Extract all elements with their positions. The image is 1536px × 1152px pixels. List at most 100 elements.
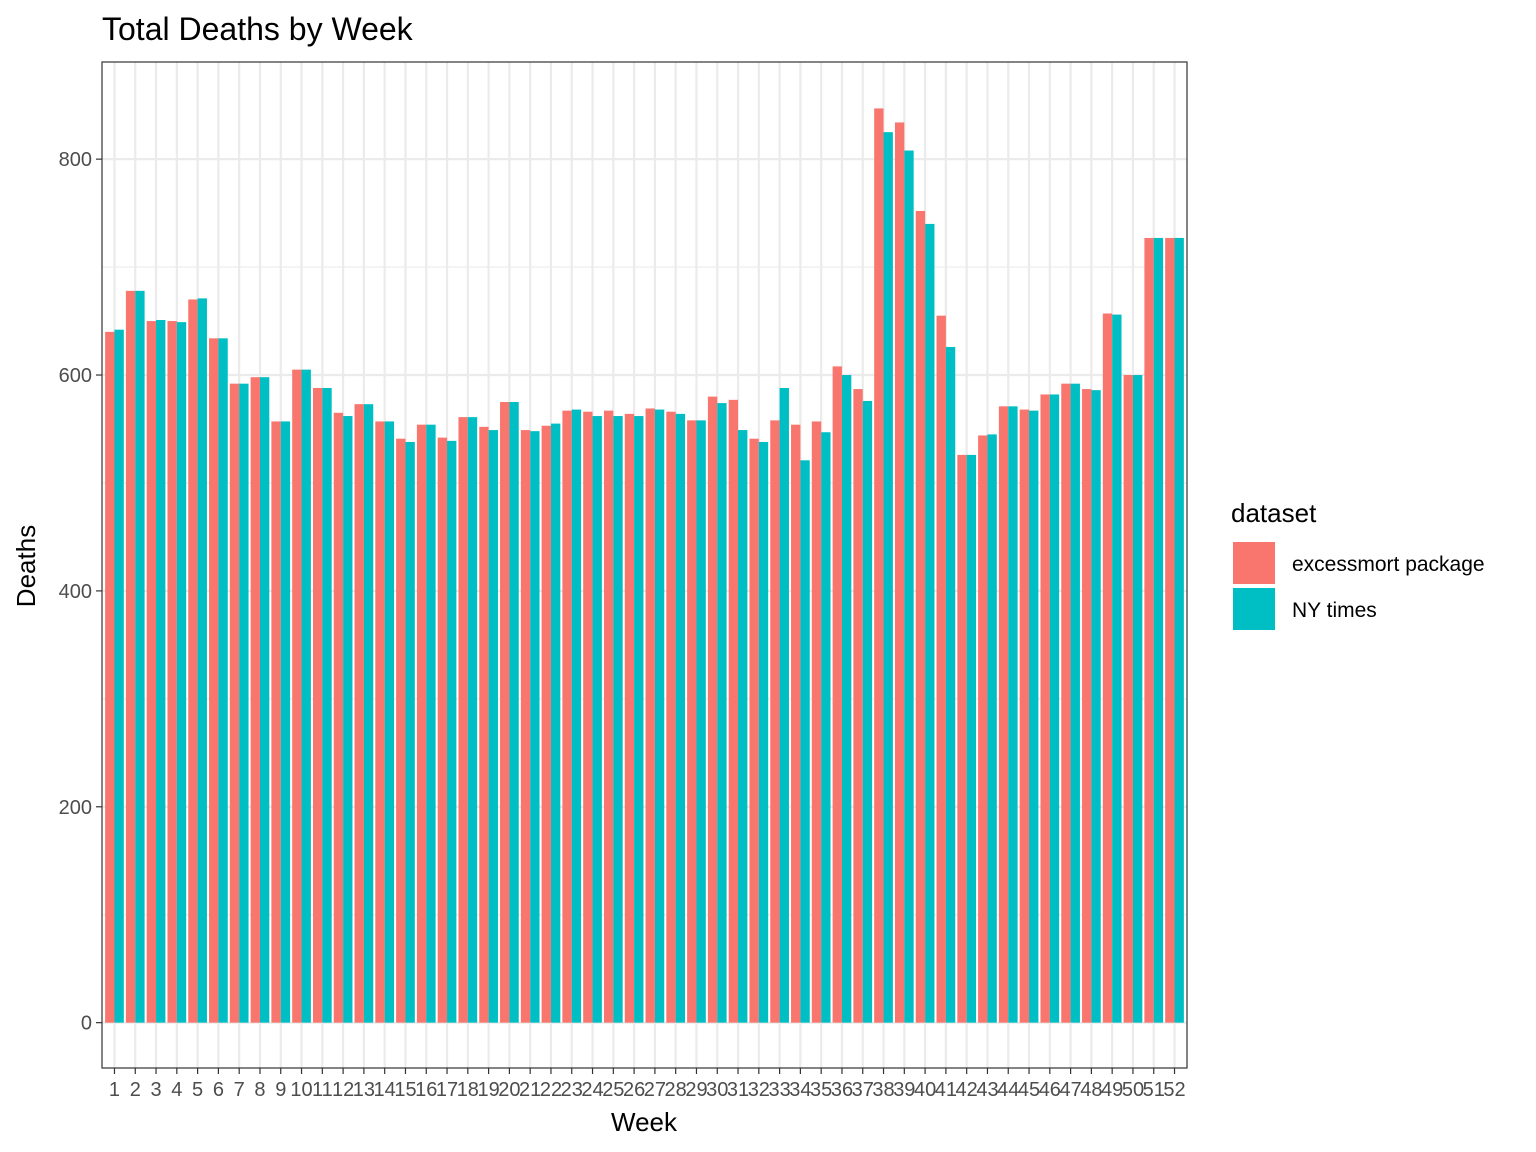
x-tick-label: 45: [1018, 1079, 1040, 1101]
bar-series-2-week-18: [467, 417, 478, 1023]
bar-series-2-week-20: [509, 402, 519, 1023]
bar-series-2-week-42: [966, 454, 977, 1023]
x-tick-label: 2: [130, 1079, 141, 1101]
bar-series-2-week-17: [447, 440, 457, 1023]
bar-series-1-week-37: [853, 389, 863, 1023]
bar-series-2-week-40: [925, 223, 935, 1023]
x-tick-label: 29: [685, 1079, 707, 1101]
x-tick-label: 5: [192, 1079, 203, 1101]
bar-series-1-week-34: [791, 424, 801, 1023]
bar-series-1-week-19: [479, 426, 489, 1023]
x-tick-label: 43: [976, 1079, 998, 1101]
x-tick-label: 14: [374, 1079, 396, 1101]
bar-series-1-week-45: [1019, 409, 1030, 1023]
x-tick-label: 37: [852, 1079, 874, 1101]
bar-series-2-week-7: [239, 383, 249, 1023]
y-tick-label: 400: [59, 581, 92, 603]
bar-series-1-week-43: [978, 435, 988, 1023]
x-tick-label: 26: [623, 1079, 645, 1101]
bar-series-1-week-18: [458, 417, 468, 1023]
y-tick-label: 800: [59, 149, 92, 171]
bar-series-2-week-31: [738, 430, 748, 1023]
bar-series-2-week-51: [1153, 237, 1164, 1023]
x-tick-label: 23: [561, 1079, 583, 1101]
x-tick-label: 19: [477, 1079, 499, 1101]
x-tick-label: 34: [789, 1079, 811, 1101]
bar-series-2-week-45: [1029, 410, 1039, 1023]
bar-series-1-week-39: [894, 122, 905, 1023]
x-tick-label: 18: [457, 1079, 479, 1101]
x-tick-label: 12: [332, 1079, 354, 1101]
bar-series-2-week-1: [114, 329, 124, 1023]
bar-series-2-week-9: [280, 421, 291, 1023]
bar-series-1-week-49: [1102, 313, 1113, 1023]
x-axis-title: Week: [611, 1107, 678, 1137]
bar-series-1-week-10: [292, 369, 302, 1023]
bar-series-2-week-2: [135, 290, 145, 1023]
panel-border: [101, 61, 1188, 1069]
bar-series-2-week-27: [654, 409, 665, 1023]
bar-series-1-week-5: [188, 299, 198, 1023]
bar-series-2-week-10: [301, 369, 311, 1023]
legend-label-1: excessmort package: [1292, 553, 1485, 576]
bar-series-1-week-28: [666, 411, 676, 1023]
chart-title: Total Deaths by Week: [102, 11, 414, 47]
bar-series-1-week-6: [209, 338, 219, 1023]
x-tick-label: 7: [234, 1079, 245, 1101]
bar-series-1-week-22: [541, 425, 551, 1023]
bar-series-2-week-36: [841, 375, 852, 1023]
x-tick-label: 9: [275, 1079, 286, 1101]
bar-series-1-week-46: [1040, 394, 1050, 1023]
y-axis-title: Deaths: [11, 525, 41, 607]
bar-series-2-week-35: [821, 432, 831, 1023]
x-tick-label: 22: [540, 1079, 562, 1101]
bar-series-2-week-52: [1174, 237, 1184, 1023]
x-tick-label: 11: [312, 1079, 333, 1101]
x-tick-label: 4: [171, 1079, 182, 1101]
bar-series-1-week-16: [416, 424, 427, 1023]
legend-key-1: [1233, 542, 1275, 584]
x-tick-label: 42: [956, 1079, 978, 1101]
bar-series-2-week-46: [1049, 394, 1060, 1023]
y-tick-label: 0: [81, 1013, 92, 1035]
bar-series-1-week-42: [957, 454, 967, 1023]
bar-series-1-week-35: [811, 421, 822, 1023]
x-tick-label: 13: [353, 1079, 375, 1101]
bar-series-1-week-17: [437, 437, 448, 1023]
bar-series-2-week-49: [1112, 314, 1122, 1023]
bar-series-1-week-12: [333, 412, 344, 1023]
bar-series-1-week-1: [105, 331, 115, 1023]
bar-series-1-week-13: [354, 404, 364, 1023]
x-tick-label: 17: [436, 1079, 458, 1101]
bar-series-1-week-30: [707, 396, 718, 1023]
bar-series-2-week-33: [779, 387, 789, 1023]
bar-series-2-week-34: [800, 460, 810, 1023]
bar-series-1-week-21: [520, 430, 531, 1023]
y-tick-label: 200: [59, 797, 92, 819]
bar-series-2-week-11: [322, 387, 332, 1023]
x-tick-label: 28: [665, 1079, 687, 1101]
bar-series-1-week-14: [375, 421, 385, 1023]
bar-series-2-week-6: [218, 338, 228, 1023]
bar-series-1-week-23: [562, 410, 572, 1023]
x-tick-label: 52: [1163, 1079, 1185, 1101]
bar-series-1-week-4: [167, 321, 177, 1023]
legend-key-2: [1233, 588, 1275, 630]
bar-series-1-week-41: [936, 315, 946, 1023]
bar-series-1-week-26: [624, 413, 635, 1023]
x-tick-label: 33: [768, 1079, 790, 1101]
bar-series-2-week-26: [634, 416, 644, 1023]
bar-series-1-week-36: [832, 366, 842, 1023]
x-tick-label: 50: [1122, 1079, 1144, 1101]
bar-series-1-week-33: [770, 420, 780, 1023]
bar-series-2-week-4: [176, 322, 187, 1023]
x-tick-label: 47: [1059, 1079, 1081, 1101]
bar-series-1-week-3: [146, 321, 157, 1023]
bar-series-2-week-44: [1008, 406, 1018, 1023]
x-tick-label: 16: [415, 1079, 437, 1101]
y-tick-label: 600: [59, 365, 92, 387]
bar-series-1-week-9: [271, 421, 281, 1023]
x-tick-label: 21: [519, 1079, 541, 1101]
bar-series-1-week-38: [874, 108, 884, 1023]
